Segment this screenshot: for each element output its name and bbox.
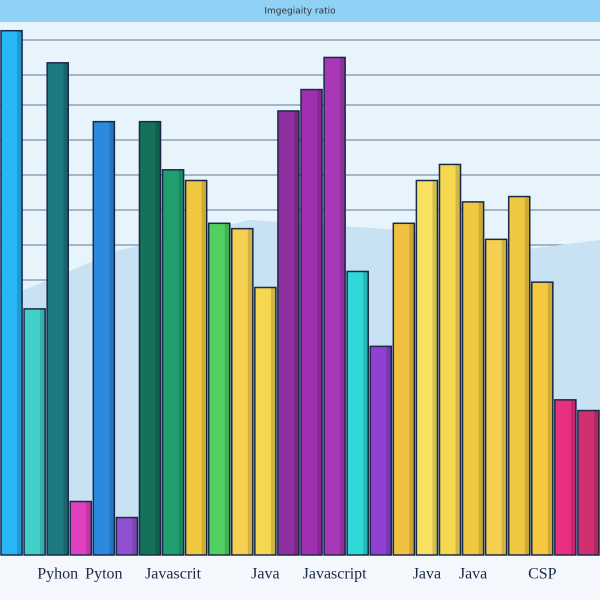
bar — [415, 179, 439, 556]
x-tick-label: Java — [413, 566, 441, 583]
bar-shade — [247, 228, 253, 555]
bar — [46, 62, 69, 556]
bar — [69, 500, 93, 556]
bar-shade — [178, 169, 184, 556]
bar-shade — [17, 30, 23, 555]
bar — [0, 29, 23, 556]
chart-title: Imgegiaity ratio — [264, 7, 336, 17]
x-tick-label: Javascrit — [145, 566, 202, 583]
bar-shade — [501, 239, 507, 555]
bar-shade — [340, 57, 346, 555]
bar-shade — [40, 308, 46, 555]
bar-shade — [201, 180, 207, 555]
bar-shade — [547, 282, 553, 555]
bar — [323, 56, 346, 556]
bar-shade — [386, 346, 392, 555]
bar — [484, 238, 508, 556]
label-band — [0, 555, 600, 600]
bar-shade — [132, 517, 138, 555]
bar — [300, 88, 323, 556]
x-tick-label: Pyton — [85, 566, 122, 583]
bar — [23, 308, 46, 556]
bar — [577, 409, 600, 556]
bar-shade — [317, 89, 323, 556]
bar — [92, 120, 116, 556]
bar-shade — [570, 399, 576, 555]
x-tick-label: CSP — [528, 566, 557, 583]
header-band — [0, 0, 600, 22]
x-tick-label: Javascript — [303, 566, 368, 583]
bar — [231, 227, 254, 556]
bar — [392, 222, 416, 556]
bar — [161, 169, 185, 556]
bar-shade — [109, 121, 115, 556]
bar-shade — [478, 201, 484, 555]
bar-shade — [270, 287, 276, 555]
bar-shade — [524, 196, 530, 556]
bar — [277, 110, 300, 556]
bar — [554, 399, 577, 556]
bar-shade — [224, 223, 230, 556]
bar — [531, 281, 554, 556]
x-tick-label: Java — [459, 566, 487, 583]
bar — [369, 345, 393, 556]
bar — [461, 201, 485, 556]
bar-shade — [155, 121, 161, 556]
bar — [184, 179, 208, 556]
bar — [438, 163, 462, 556]
x-tick-label: Pyhon — [37, 566, 78, 583]
bar — [254, 286, 277, 556]
bar — [207, 222, 231, 556]
bar — [346, 270, 369, 556]
bar-shade — [594, 410, 599, 555]
bar-shade — [363, 271, 369, 555]
bar-shade — [432, 180, 438, 555]
bar-shade — [455, 164, 461, 555]
bar-shade — [409, 223, 415, 556]
bar-shade — [86, 501, 92, 555]
bar-shade — [294, 110, 299, 555]
bar — [507, 195, 531, 556]
bar — [115, 516, 139, 556]
bar-shade — [63, 62, 69, 556]
bar — [138, 120, 162, 556]
x-tick-label: Java — [251, 566, 279, 583]
